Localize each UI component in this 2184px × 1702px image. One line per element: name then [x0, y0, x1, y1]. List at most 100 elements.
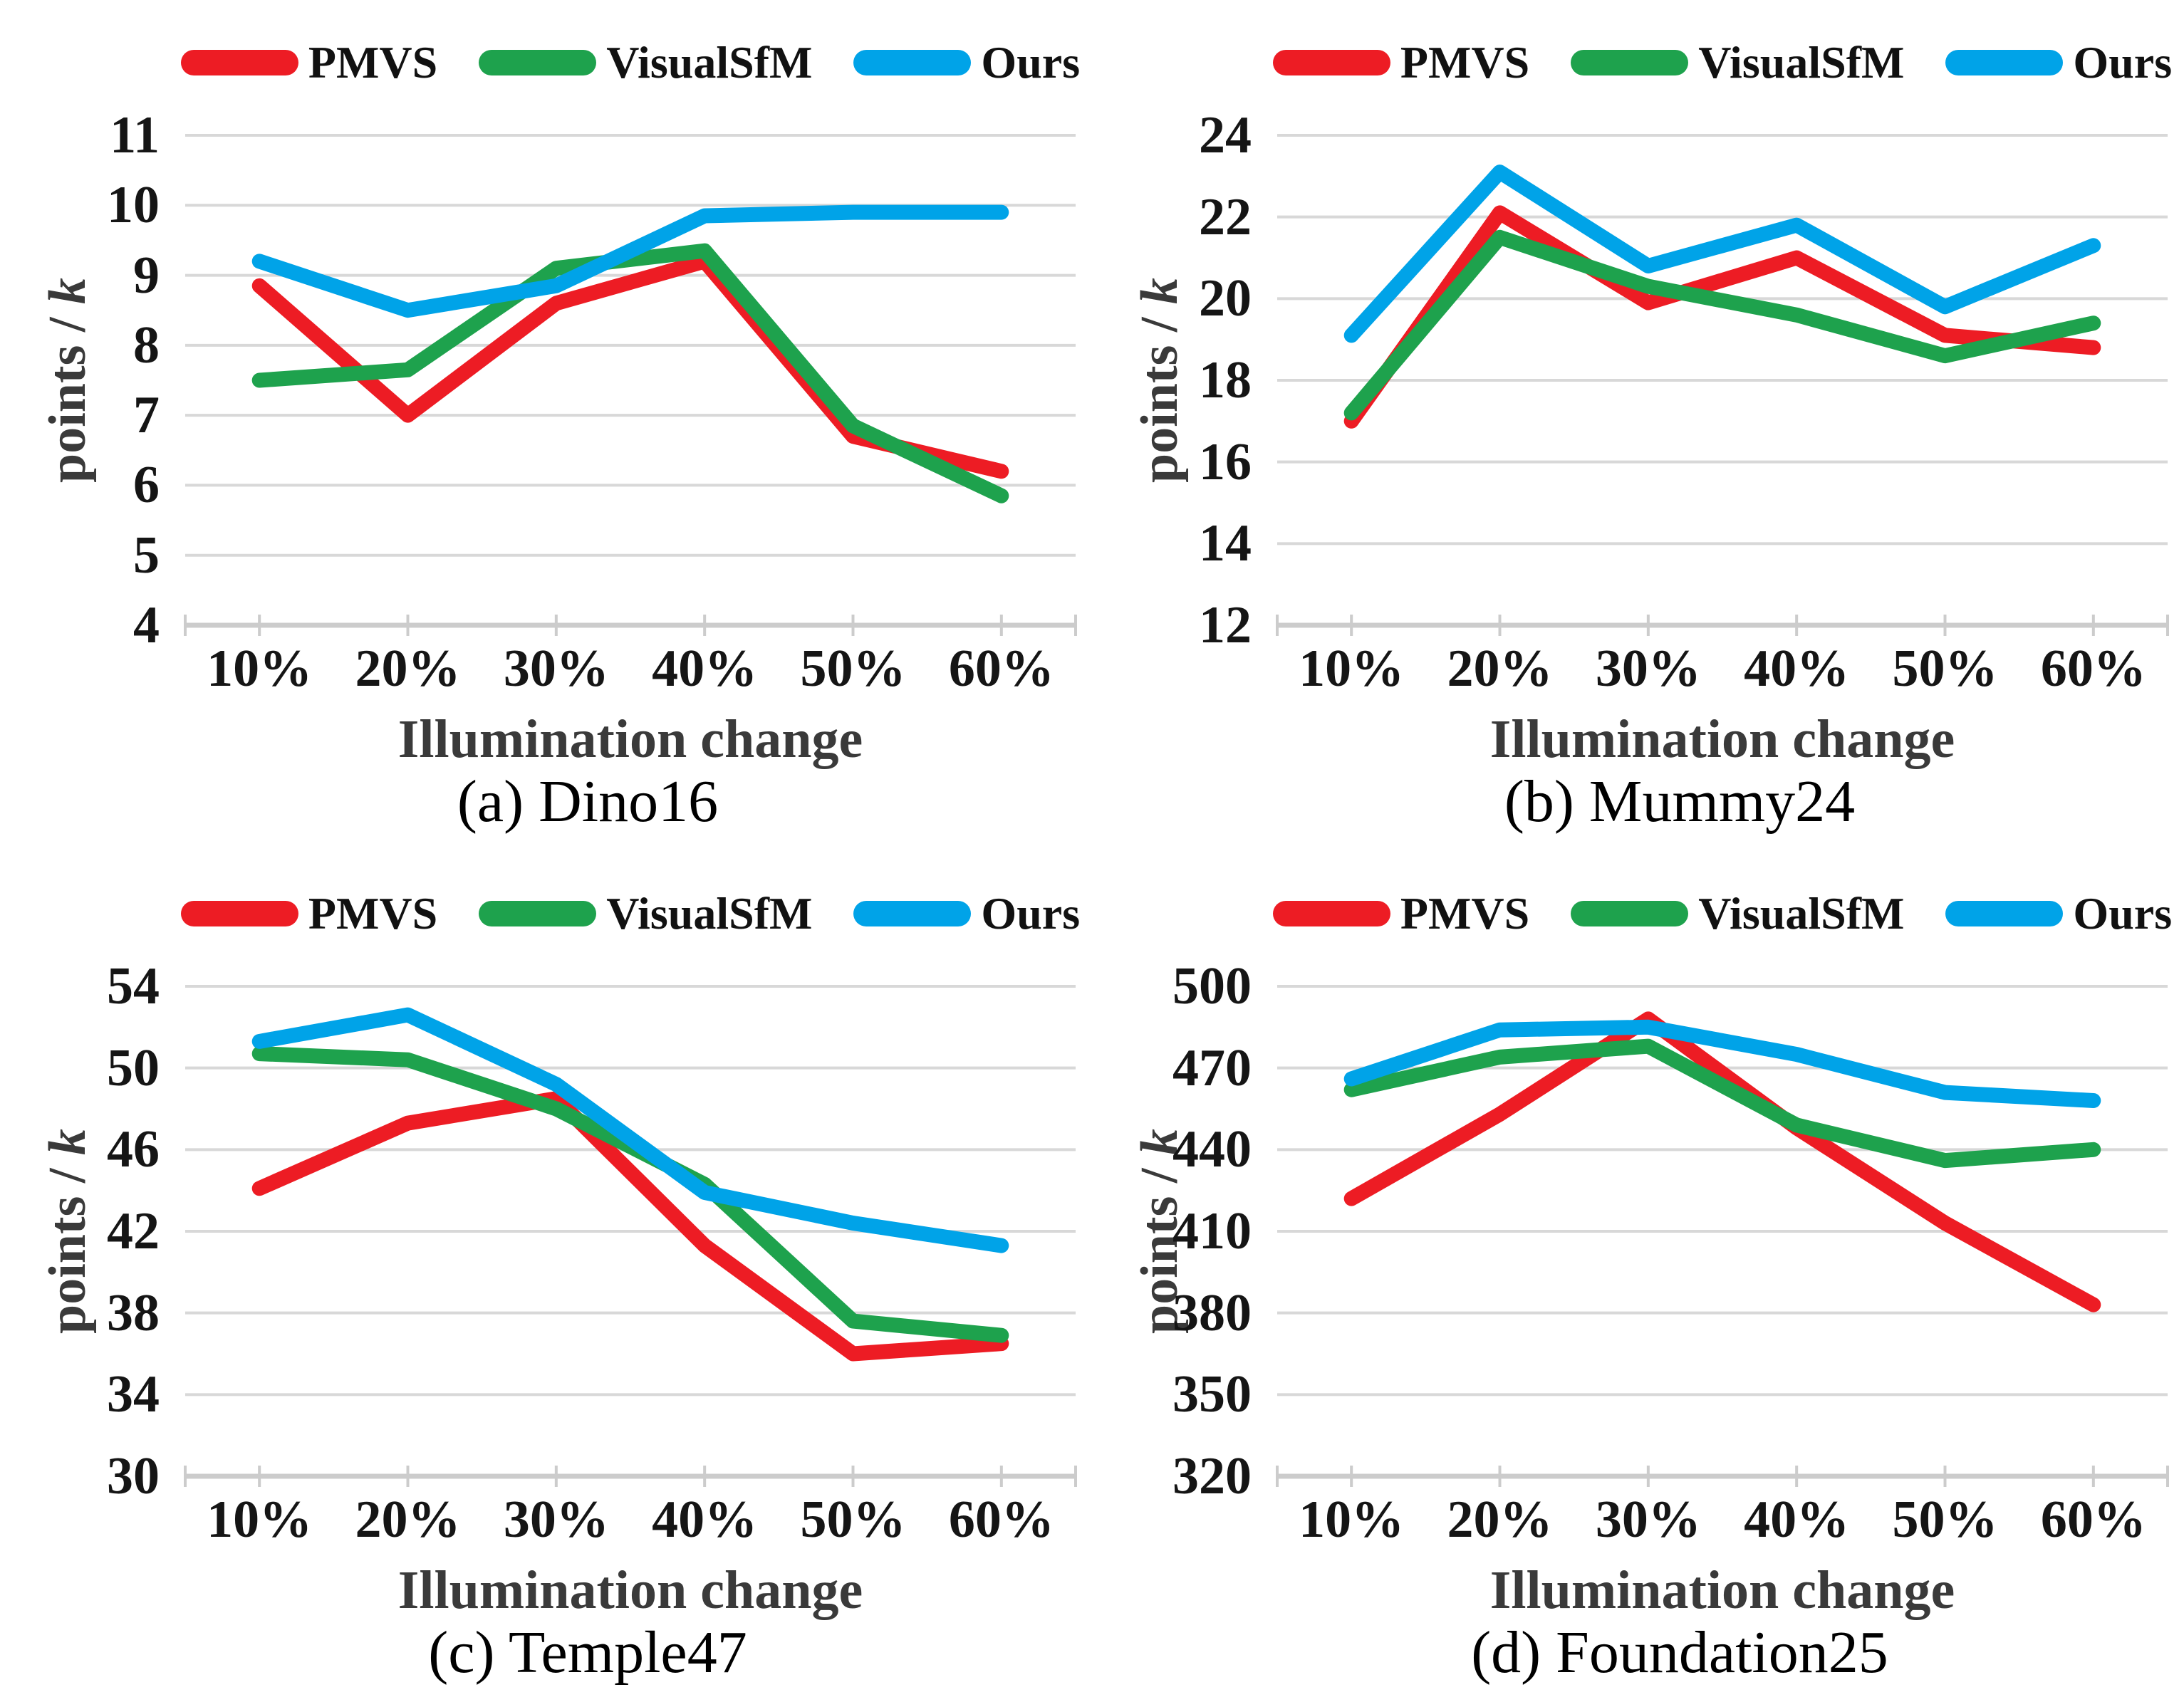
legend-label-visualsfm: VisualSfM	[606, 37, 813, 88]
caption-d: (d) Foundation25	[1471, 1619, 1888, 1686]
caption-b: (b) Mummy24	[1504, 768, 1856, 835]
x-axis-title: Illumination change	[397, 1560, 863, 1620]
y-tick-label: 46	[107, 1120, 160, 1179]
y-tick-label: 30	[107, 1447, 160, 1505]
legend-item-pmvs: PMVS	[180, 37, 438, 88]
legend-label-visualsfm: VisualSfM	[1698, 37, 1905, 88]
legend-item-visualsfm: VisualSfM	[1571, 40, 1904, 85]
line-ours	[1343, 1019, 2101, 1108]
y-tick-label: 50	[107, 1038, 160, 1097]
legend-swatch-visualsfm	[479, 901, 597, 926]
plot-area	[184, 134, 1077, 636]
x-tick-label: 10%	[1299, 1490, 1405, 1549]
y-tick-label: 18	[1199, 351, 1252, 409]
y-tick-label: 38	[107, 1283, 160, 1342]
legend-swatch-visualsfm	[479, 50, 597, 75]
legend-label-pmvs: PMVS	[308, 37, 438, 88]
y-tick-label: 320	[1172, 1447, 1252, 1505]
x-tick-labels: 10% 20% 30% 40% 50% 60%	[185, 1493, 1076, 1561]
x-tick-label: 20%	[355, 1490, 461, 1549]
x-axis-title: Illumination change	[1489, 709, 1955, 769]
legend-label-visualsfm: VisualSfM	[1698, 888, 1905, 939]
y-tick-label: 470	[1172, 1038, 1252, 1097]
x-tick-label: 60%	[948, 1490, 1054, 1549]
legend-item-ours: Ours	[853, 891, 1080, 936]
x-tick-label: 20%	[355, 639, 461, 698]
line-visualsfm	[251, 243, 1009, 503]
x-tick-label: 30%	[1595, 1490, 1701, 1549]
x-tick-label: 60%	[2040, 1490, 2146, 1549]
x-tick-label: 20%	[1447, 639, 1553, 698]
x-tick-labels: 10% 20% 30% 40% 50% 60%	[185, 642, 1076, 710]
legend-item-ours: Ours	[853, 40, 1080, 85]
y-tick-label: 22	[1199, 187, 1252, 246]
y-tick-label: 7	[133, 386, 160, 445]
legend-label-ours: Ours	[981, 888, 1081, 939]
y-tick-labels: 4 5 6 7 8 9 10 11	[0, 109, 168, 652]
legend-item-pmvs: PMVS	[180, 891, 437, 936]
y-tick-label: 500	[1172, 957, 1252, 1016]
x-tick-label: 10%	[207, 639, 313, 698]
legend: PMVS VisualSfM Ours	[180, 34, 1080, 91]
legend-item-visualsfm: VisualSfM	[1571, 891, 1904, 936]
y-tick-label: 9	[133, 246, 160, 305]
line-pmvs	[251, 1091, 1009, 1362]
line-visualsfm	[1343, 229, 2101, 421]
x-tick-label: 60%	[948, 639, 1054, 698]
y-tick-label: 380	[1172, 1283, 1252, 1342]
legend-label-pmvs: PMVS	[1400, 888, 1530, 939]
line-visualsfm	[1343, 1038, 2101, 1169]
y-tick-labels: 12 14 16 18 20 22 24	[1092, 109, 1260, 652]
y-tick-label: 6	[133, 456, 160, 515]
y-tick-label: 20	[1199, 269, 1252, 328]
line-pmvs	[1343, 1011, 2101, 1312]
legend-label-ours: Ours	[981, 37, 1081, 88]
chart-panel-c: PMVS VisualSfM Ours points / k 30 34 38 42 4…	[0, 851, 1092, 1702]
caption-a: (a) Dino16	[457, 768, 719, 835]
legend-swatch-pmvs	[1272, 901, 1390, 926]
x-tick-label: 30%	[1595, 639, 1701, 698]
x-tick-label: 30%	[503, 1490, 609, 1549]
x-tick-labels: 10% 20% 30% 40% 50% 60%	[1277, 1493, 2168, 1561]
legend-swatch-pmvs	[180, 50, 298, 75]
caption-c: (c) Temple47	[428, 1619, 747, 1686]
y-tick-label: 350	[1172, 1365, 1252, 1424]
legend-item-visualsfm: VisualSfM	[479, 891, 812, 936]
line-pmvs	[1343, 205, 2101, 429]
y-tick-label: 14	[1199, 514, 1252, 573]
legend-swatch-pmvs	[180, 901, 298, 926]
legend-label-visualsfm: VisualSfM	[606, 888, 813, 939]
y-tick-label: 8	[133, 315, 160, 375]
y-tick-label: 410	[1172, 1202, 1252, 1260]
y-tick-label: 11	[110, 106, 160, 165]
x-tick-label: 40%	[1744, 639, 1850, 698]
x-tick-label: 40%	[652, 1490, 758, 1549]
y-tick-label: 440	[1172, 1120, 1252, 1179]
y-tick-label: 12	[1199, 596, 1252, 654]
x-tick-label: 60%	[2040, 639, 2146, 698]
line-ours	[251, 1007, 1009, 1253]
y-tick-labels: 320 350 380 410 440 470 500	[1092, 960, 1260, 1503]
legend: PMVS VisualSfM Ours	[1272, 34, 2172, 91]
legend: PMVS VisualSfM Ours	[180, 885, 1080, 942]
y-tick-label: 10	[107, 176, 160, 235]
y-tick-label: 4	[133, 596, 160, 654]
y-tick-label: 16	[1199, 432, 1252, 491]
y-tick-label: 42	[107, 1202, 160, 1260]
x-axis-title: Illumination change	[397, 709, 863, 769]
legend-item-visualsfm: VisualSfM	[479, 40, 812, 85]
x-tick-label: 30%	[503, 639, 609, 698]
plot-area	[1276, 985, 2169, 1487]
y-tick-label: 24	[1199, 106, 1252, 165]
x-tick-label: 50%	[800, 1490, 906, 1549]
x-tick-labels: 10% 20% 30% 40% 50% 60%	[1277, 642, 2168, 710]
x-tick-label: 50%	[1892, 639, 1998, 698]
x-tick-label: 50%	[800, 639, 906, 698]
x-tick-label: 50%	[1892, 1490, 1998, 1549]
legend-item-ours: Ours	[1945, 40, 2172, 85]
y-tick-label: 34	[107, 1365, 160, 1424]
chart-panel-b: PMVS VisualSfM Ours points / k 12 14 16 18 2…	[1092, 0, 2184, 851]
legend-item-pmvs: PMVS	[1272, 40, 1529, 85]
y-tick-label: 54	[107, 957, 160, 1016]
